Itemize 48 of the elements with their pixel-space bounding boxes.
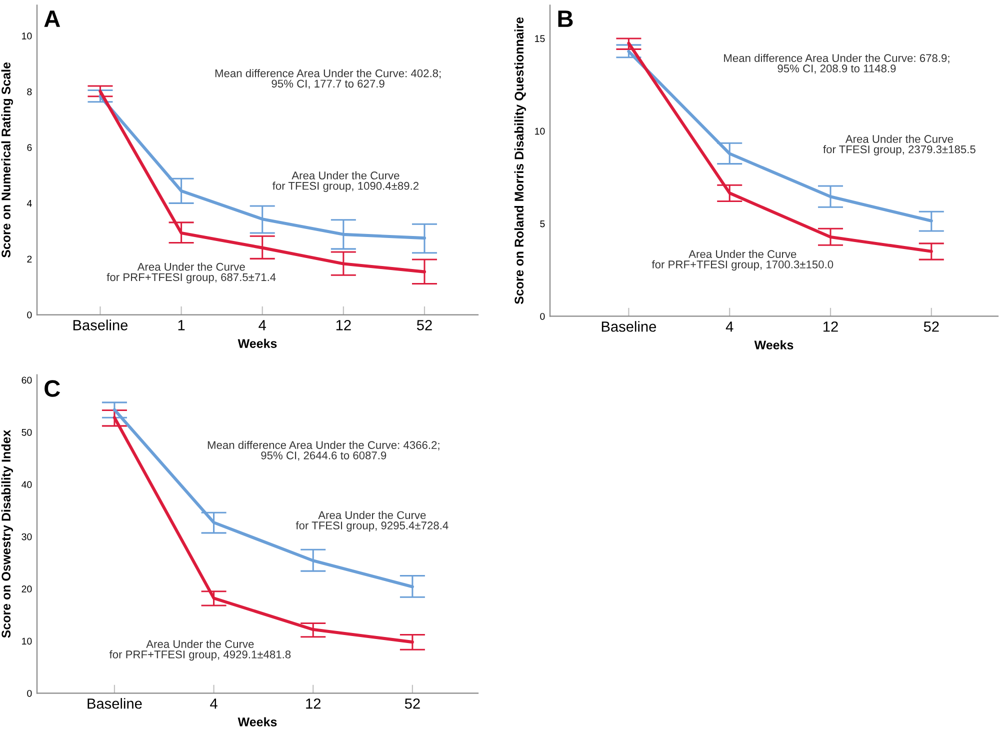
chart-title: A (44, 10, 60, 27)
annotation: Mean difference Area Under the Curve: 678.9; 95% CI, 208.9 to 1148.9 (724, 54, 950, 74)
x-tick-label: Baseline (73, 320, 128, 330)
y-tick-label: 8 (27, 88, 32, 96)
y-tick-label: 10 (22, 32, 32, 40)
x-tick-label: 4 (210, 698, 218, 709)
x-tick-label: 1 (178, 320, 185, 330)
y-tick-label: 20 (22, 586, 32, 592)
y-axis-title: Score on Oswestry Disability Index (1, 430, 13, 638)
y-tick-label: 2 (27, 256, 32, 262)
y-tick-label: 6 (27, 144, 32, 152)
annotation: Mean difference Area Under the Curve: 4366.2; 95% CI, 2644.6 to 6087.9 (208, 440, 440, 461)
y-tick-label: 0 (27, 690, 32, 697)
annotation: Area Under the Curve for PRF+TFESI group, 1700.3±150.0 (652, 250, 834, 271)
x-axis-title: Weeks (238, 717, 277, 726)
y-tick-label: 0 (540, 312, 545, 320)
annotation: Area Under the Curve for TFESI group, 2379.3±185.5 (823, 134, 976, 156)
x-tick-label: Baseline (602, 321, 656, 332)
x-tick-label: 4 (258, 320, 266, 330)
x-axis-title: Weeks (754, 340, 794, 350)
x-tick-label: 52 (404, 698, 420, 709)
x-tick-label: 12 (336, 320, 351, 330)
annotation: Mean difference Area Under the Curve: 402.8; 95% CI, 177.7 to 627.9 (215, 69, 441, 89)
annotation: Area Under the Curve for PRF+TFESI group, 687.5±71.4 (106, 262, 276, 284)
y-tick-label: 10 (22, 638, 32, 645)
y-axis-title: Score on Numerical Rating Scale (1, 62, 13, 258)
x-tick-label: 52 (924, 321, 939, 332)
x-tick-label: 12 (824, 321, 838, 332)
y-tick-label: 10 (535, 128, 545, 135)
x-tick-label: Baseline (88, 698, 142, 709)
annotation: Area Under the Curve for PRF+TFESI group, 4929.1±481.8 (109, 640, 291, 661)
x-tick-label: 4 (726, 322, 734, 332)
annotation: Area Under the Curve for TFESI group, 9295.4±728.4 (296, 510, 448, 532)
y-tick-label: 5 (540, 220, 545, 228)
y-tick-label: 0 (27, 311, 32, 318)
chart-title: B (558, 10, 573, 27)
x-axis-title: Weeks (238, 338, 277, 348)
y-axis-title: Score on Roland Morris Disability Questionnaire (514, 17, 526, 304)
chart-title: C (44, 380, 60, 397)
y-tick-label: 40 (22, 481, 32, 488)
y-tick-label: 15 (535, 35, 545, 42)
y-tick-label: 30 (22, 533, 32, 540)
y-tick-label: 50 (22, 428, 32, 436)
y-tick-label: 4 (26, 200, 32, 207)
annotation: Area Under the Curve for TFESI group, 1090.4±89.2 (272, 171, 419, 192)
y-tick-label: 60 (22, 376, 32, 384)
x-tick-label: 52 (416, 320, 432, 330)
x-tick-label: 12 (306, 698, 320, 709)
